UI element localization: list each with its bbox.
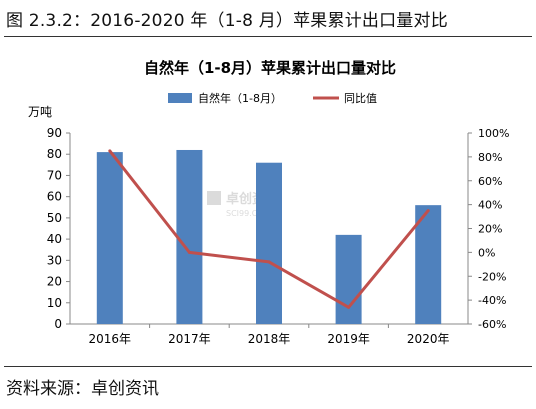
bar	[256, 162, 282, 324]
y-right-tick-label: 60%	[478, 175, 502, 188]
bar	[335, 234, 362, 324]
line-series	[108, 149, 430, 309]
source-note: 资料来源：卓创资讯	[6, 379, 159, 399]
legend: 自然年（1-8月） 同比值	[168, 91, 377, 105]
y-right-tick-label: -40%	[478, 294, 506, 307]
figure-caption: 图 2.3.2：2016-2020 年（1-8 月）苹果累计出口量对比	[6, 11, 448, 31]
y-left-unit-label: 万吨	[28, 105, 52, 119]
source-divider	[4, 366, 532, 367]
y-right-tick-label: -60%	[478, 318, 506, 331]
yoy-point	[267, 260, 271, 264]
x-tick-label: 2016年	[89, 332, 132, 346]
watermark-logo	[207, 191, 221, 205]
bar	[96, 152, 123, 324]
y-right-tick-label: 40%	[478, 199, 502, 212]
y-right-tick-label: 100%	[478, 127, 509, 140]
y-right-tick-label: 20%	[478, 223, 502, 236]
caption-divider	[4, 36, 532, 37]
legend-bar-label: 自然年（1-8月）	[198, 91, 282, 105]
legend-bar-swatch	[168, 93, 192, 103]
y-left-tick-label: 30	[47, 253, 62, 267]
y-right-tick-label: -20%	[478, 270, 506, 283]
y-left-tick-label: 40	[47, 232, 62, 246]
y-left-tick-label: 50	[47, 211, 62, 225]
chart-title: 自然年（1-8月）苹果累计出口量对比	[144, 59, 396, 77]
chart: 自然年（1-8月）苹果累计出口量对比 自然年（1-8月） 同比值 万吨 卓创资讯…	[28, 59, 510, 346]
y-left-tick-label: 10	[47, 296, 62, 310]
yoy-point	[347, 305, 351, 309]
x-tick-label: 2020年	[407, 332, 450, 346]
y-right-tick-label: 0%	[478, 246, 495, 259]
yoy-point	[426, 209, 430, 213]
x-tick-label: 2018年	[248, 332, 291, 346]
bar	[176, 149, 203, 324]
y-left-tick-label: 80	[47, 147, 62, 161]
y-left-tick-label: 20	[47, 275, 62, 289]
axes: 0 10 20 30 40 50 60 70 80 90 -60% -40% -20% 0% 20% 40% 6…	[47, 126, 510, 346]
y-left-tick-label: 0	[54, 317, 62, 331]
bar	[415, 205, 442, 324]
y-left-tick-label: 60	[47, 190, 62, 204]
watermark-text-en: SCI99.COM	[226, 209, 271, 218]
y-right-tick-label: 80%	[478, 151, 502, 164]
y-left-tick-label: 70	[47, 168, 62, 182]
y-left-tick-label: 90	[47, 126, 62, 140]
legend-line-label: 同比值	[344, 92, 377, 105]
x-tick-label: 2019年	[327, 332, 370, 346]
bar-series	[96, 149, 442, 324]
x-tick-label: 2017年	[168, 332, 211, 346]
yoy-point	[108, 149, 112, 153]
yoy-point	[187, 250, 191, 254]
